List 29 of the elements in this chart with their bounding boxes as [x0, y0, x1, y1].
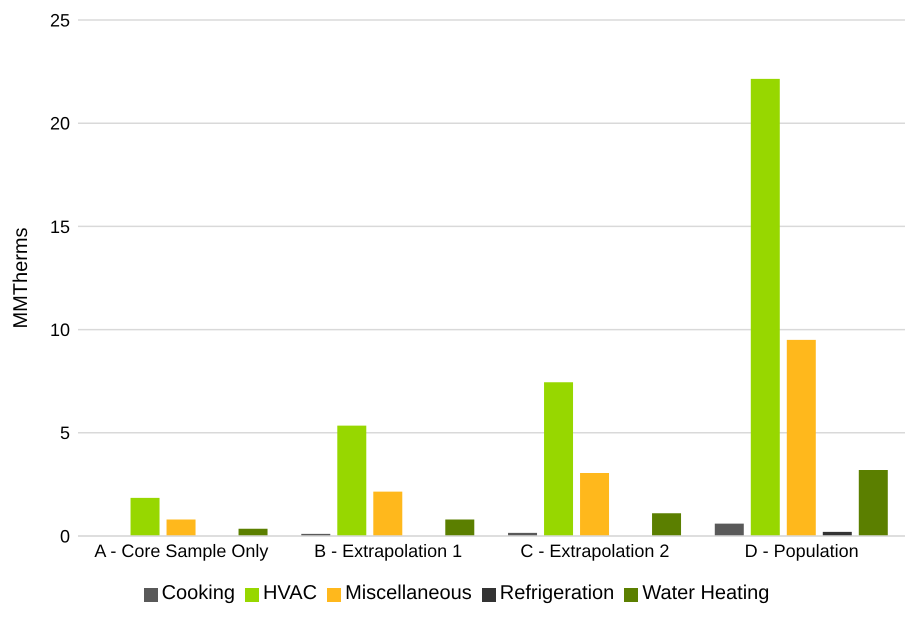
bar — [373, 492, 402, 536]
bar — [238, 528, 268, 536]
bar — [166, 519, 196, 536]
y-tick-label: 25 — [50, 10, 70, 30]
bar — [580, 473, 610, 536]
y-tick-label: 15 — [50, 216, 70, 237]
y-axis-title: MMTherms — [10, 227, 32, 329]
legend-label: Refrigeration — [500, 582, 614, 604]
legend-label: Water Heating — [642, 582, 770, 604]
bar — [858, 470, 888, 536]
bar — [544, 382, 574, 536]
x-tick-label: C - Extrapolation 2 — [520, 540, 670, 561]
legend-label: Cooking — [162, 582, 235, 604]
bar — [445, 519, 474, 536]
bar — [652, 513, 682, 536]
bar — [786, 340, 816, 536]
y-tick-label: 5 — [60, 423, 70, 444]
x-tick-label: A - Core Sample Only — [94, 540, 268, 561]
bar — [130, 498, 160, 536]
x-tick-label: D - Population — [744, 540, 859, 561]
x-tick-label: B - Extrapolation 1 — [314, 540, 462, 561]
legend-label: Miscellaneous — [345, 582, 472, 604]
y-tick-label: 10 — [50, 320, 70, 340]
y-tick-label: 0 — [60, 526, 70, 546]
bar — [714, 524, 744, 536]
bar — [750, 78, 780, 536]
legend-label: HVAC — [262, 582, 318, 604]
bar — [337, 426, 366, 536]
y-tick-label: 20 — [50, 114, 70, 134]
